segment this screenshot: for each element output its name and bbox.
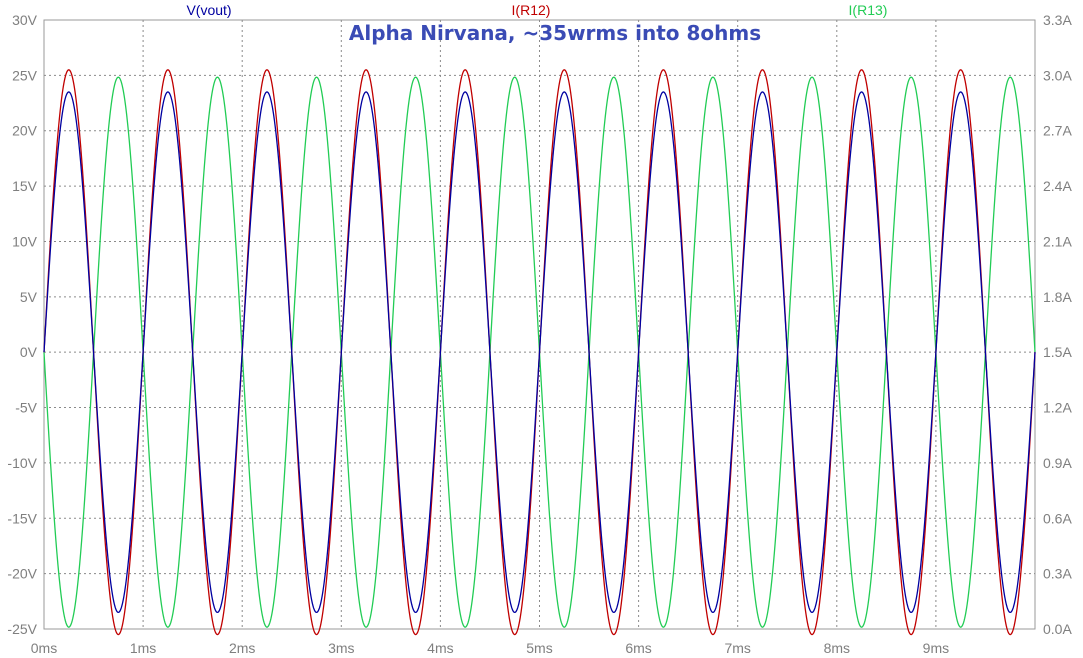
y-left-tick-label: 30V — [12, 12, 38, 28]
y-left-tick-label: 20V — [12, 123, 38, 139]
y-left-tick-label: -20V — [7, 566, 37, 582]
y-right-tick-label: 1.2A — [1043, 400, 1072, 416]
y-left-tick-label: 10V — [12, 233, 38, 249]
grid-lines — [44, 20, 1035, 629]
y-left-tick-label: 5V — [20, 289, 38, 305]
x-tick-label: 4ms — [427, 640, 453, 656]
y-right-tick-label: 3.3A — [1043, 12, 1072, 28]
x-tick-label: 8ms — [824, 640, 850, 656]
y-left-tick-label: -5V — [15, 400, 37, 416]
y-right-tick-label: 1.5A — [1043, 344, 1072, 360]
x-tick-label: 9ms — [923, 640, 949, 656]
x-tick-label: 1ms — [130, 640, 156, 656]
series-label-ir13: I(R13) — [849, 2, 888, 18]
series-traces — [43, 69, 1036, 636]
y-right-tick-label: 0.3A — [1043, 566, 1072, 582]
y-left-tick-label: -15V — [7, 510, 37, 526]
x-tick-label: 6ms — [625, 640, 651, 656]
x-tick-label: 3ms — [328, 640, 354, 656]
y-right-tick-label: 0.0A — [1043, 621, 1072, 637]
y-left-tick-label: 25V — [12, 67, 38, 83]
x-tick-label: 5ms — [526, 640, 552, 656]
y-left-tick-label: 0V — [20, 344, 38, 360]
chart-annotation: Alpha Nirvana, ~35wrms into 8ohms — [349, 21, 761, 45]
y-left-tick-label: -25V — [7, 621, 37, 637]
y-right-tick-label: 0.6A — [1043, 510, 1072, 526]
y-right-tick-label: 1.8A — [1043, 289, 1072, 305]
x-tick-label: 2ms — [229, 640, 255, 656]
x-tick-label: 0ms — [31, 640, 57, 656]
tick-labels: 0ms 1ms 2ms 3ms 4ms 5ms 6ms 7ms 8ms 9ms 30V 3.3A 25V… — [7, 12, 1072, 656]
x-tick-label: 7ms — [724, 640, 750, 656]
series-label-ir12: I(R12) — [512, 2, 551, 18]
y-right-tick-label: 2.1A — [1043, 233, 1072, 249]
series-label-vout: V(vout) — [186, 2, 231, 18]
y-right-tick-label: 3.0A — [1043, 67, 1072, 83]
y-right-tick-label: 2.7A — [1043, 123, 1072, 139]
y-left-tick-label: 15V — [12, 178, 38, 194]
trace-vout — [43, 91, 1036, 614]
y-right-tick-label: 2.4A — [1043, 178, 1072, 194]
y-left-tick-label: -10V — [7, 455, 37, 471]
y-right-tick-label: 0.9A — [1043, 455, 1072, 471]
